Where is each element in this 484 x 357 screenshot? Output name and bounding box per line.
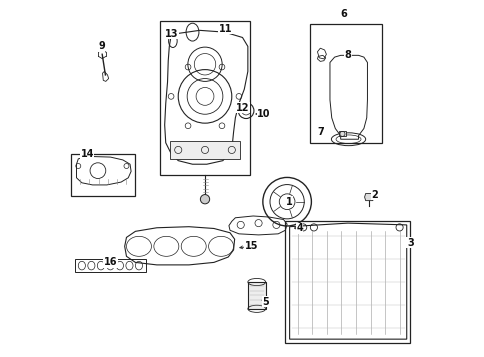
Text: 10: 10 <box>257 109 270 119</box>
Text: 5: 5 <box>262 297 269 307</box>
Text: 1: 1 <box>285 197 292 207</box>
Text: 16: 16 <box>104 257 117 267</box>
Text: 13: 13 <box>165 29 179 39</box>
Polygon shape <box>364 193 373 201</box>
Bar <box>310 24 381 143</box>
Text: 11: 11 <box>218 24 232 34</box>
Polygon shape <box>170 141 240 159</box>
Text: 7: 7 <box>317 127 324 137</box>
Circle shape <box>200 195 209 204</box>
Text: 8: 8 <box>344 50 350 60</box>
Bar <box>75 259 146 272</box>
Text: 14: 14 <box>80 149 94 159</box>
Bar <box>338 131 345 136</box>
Text: 9: 9 <box>98 41 105 51</box>
Bar <box>159 21 250 175</box>
Bar <box>285 221 409 343</box>
Text: 15: 15 <box>244 241 257 251</box>
Text: 12: 12 <box>235 103 249 113</box>
Bar <box>71 154 135 196</box>
Text: 3: 3 <box>406 238 413 248</box>
Text: 4: 4 <box>296 223 302 233</box>
Bar <box>247 282 265 309</box>
Text: 6: 6 <box>340 9 347 19</box>
Text: 2: 2 <box>370 190 377 200</box>
